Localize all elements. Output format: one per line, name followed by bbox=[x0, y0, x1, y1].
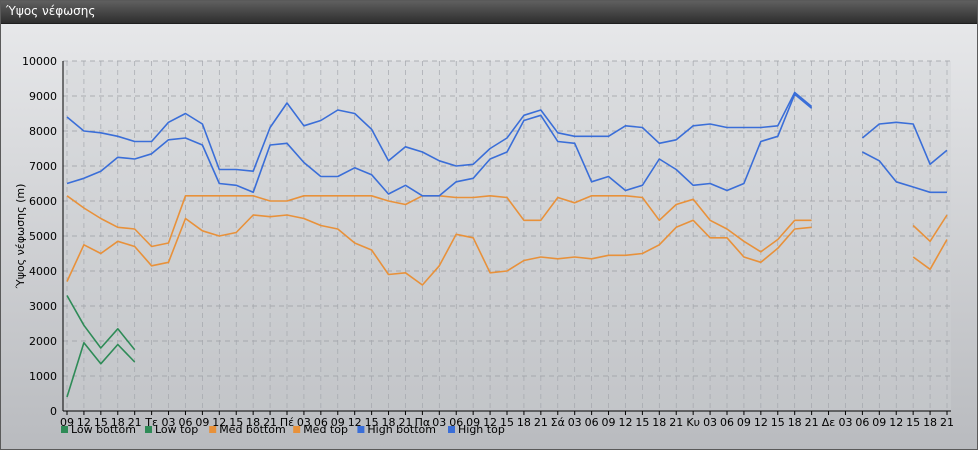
series-line bbox=[66, 295, 136, 351]
y-tick-label: 1000 bbox=[29, 370, 57, 383]
y-tick-label: 7000 bbox=[29, 160, 57, 173]
x-tick-label: 21 bbox=[940, 416, 954, 429]
x-tick-label: 06 bbox=[855, 416, 869, 429]
x-tick-label: Σά bbox=[551, 416, 565, 429]
x-tick-label: 21 bbox=[263, 416, 277, 429]
x-tick-label: 21 bbox=[534, 416, 548, 429]
y-tick-label: 6000 bbox=[29, 195, 57, 208]
axes: 0 1000 2000 3000 4000 5000 6000 7000 8000 9000 100… bbox=[22, 55, 954, 429]
x-tick-label: 15 bbox=[500, 416, 514, 429]
x-tick-label: Τε bbox=[144, 416, 158, 429]
x-tick-label: 12 bbox=[77, 416, 91, 429]
series-line bbox=[861, 121, 948, 166]
x-tick-label: 03 bbox=[162, 416, 176, 429]
x-tick-label: 12 bbox=[483, 416, 497, 429]
series-med-bottom bbox=[66, 214, 948, 286]
legend-label: Low top bbox=[155, 423, 198, 436]
x-tick-label: 21 bbox=[805, 416, 819, 429]
series-line bbox=[66, 214, 812, 286]
x-tick-label: 09 bbox=[60, 416, 74, 429]
x-tick-label: 09 bbox=[872, 416, 886, 429]
legend-swatch bbox=[61, 426, 68, 433]
x-tick-label: 12 bbox=[754, 416, 768, 429]
legend-label: High top bbox=[458, 423, 505, 436]
series-high-top bbox=[66, 91, 948, 172]
series-line bbox=[912, 214, 948, 243]
legend-swatch bbox=[357, 426, 365, 433]
x-tick-label: 09 bbox=[331, 416, 345, 429]
x-tick-label: 18 bbox=[788, 416, 802, 429]
x-tick-label: 15 bbox=[906, 416, 920, 429]
x-tick-label: 09 bbox=[602, 416, 616, 429]
x-tick-label: 03 bbox=[297, 416, 311, 429]
x-tick-label: 06 bbox=[449, 416, 463, 429]
x-tick-label: 18 bbox=[923, 416, 937, 429]
x-tick-label: 21 bbox=[669, 416, 683, 429]
x-tick-label: 18 bbox=[246, 416, 260, 429]
series-line bbox=[66, 93, 813, 197]
x-tick-label: 03 bbox=[568, 416, 582, 429]
series-line bbox=[912, 239, 948, 271]
x-tick-label: Κυ bbox=[686, 416, 700, 429]
y-tick-label: 3000 bbox=[29, 300, 57, 313]
x-tick-label: 12 bbox=[212, 416, 226, 429]
x-tick-label: 06 bbox=[178, 416, 192, 429]
x-tick-label: 15 bbox=[771, 416, 785, 429]
x-tick-label: 18 bbox=[382, 416, 396, 429]
legend-label: Med bottom bbox=[219, 423, 286, 436]
x-tick-label: 18 bbox=[517, 416, 531, 429]
series-high-bottom bbox=[66, 93, 947, 197]
x-tick-label: 09 bbox=[466, 416, 480, 429]
legend-label: High bottom bbox=[367, 423, 436, 436]
y-tick-label: 4000 bbox=[29, 265, 57, 278]
x-tick-label: Δε bbox=[822, 416, 836, 429]
series-low-bottom bbox=[66, 341, 136, 398]
y-tick-label: 9000 bbox=[29, 90, 57, 103]
x-tick-label: 03 bbox=[838, 416, 852, 429]
x-tick-label: 21 bbox=[398, 416, 412, 429]
x-tick-label: 12 bbox=[618, 416, 632, 429]
series-line bbox=[66, 341, 136, 398]
series-line bbox=[862, 151, 947, 194]
y-tick-label: 8000 bbox=[29, 125, 57, 138]
x-tick-label: 12 bbox=[348, 416, 362, 429]
x-tick-label: 09 bbox=[737, 416, 751, 429]
legend-swatch bbox=[293, 426, 301, 433]
y-tick-label: 0 bbox=[50, 405, 57, 418]
window-title: Ύψος νέφωσης bbox=[6, 4, 96, 18]
x-tick-label: Πα bbox=[415, 416, 431, 429]
x-tick-label: 18 bbox=[111, 416, 125, 429]
y-tick-label: 2000 bbox=[29, 335, 57, 348]
x-tick-label: 09 bbox=[195, 416, 209, 429]
x-tick-label: 06 bbox=[314, 416, 328, 429]
legend-label: Low bottom bbox=[71, 423, 136, 436]
legend-swatch bbox=[448, 426, 455, 433]
cloud-height-chart: 0 1000 2000 3000 4000 5000 6000 7000 8000 9000 100… bbox=[14, 55, 954, 436]
x-tick-label: 03 bbox=[703, 416, 717, 429]
legend-label: Med top bbox=[303, 423, 348, 436]
series-group bbox=[66, 91, 948, 398]
x-tick-label: 18 bbox=[652, 416, 666, 429]
y-tick-label: 5000 bbox=[29, 230, 57, 243]
y-tick-label: 10000 bbox=[22, 55, 57, 68]
legend-swatch bbox=[209, 426, 217, 433]
x-tick-label: 06 bbox=[585, 416, 599, 429]
x-tick-label: 15 bbox=[229, 416, 243, 429]
x-tick-label: 21 bbox=[128, 416, 142, 429]
series-line bbox=[66, 91, 813, 172]
x-tick-label: 15 bbox=[635, 416, 649, 429]
x-tick-label: 03 bbox=[432, 416, 446, 429]
x-tick-label: 12 bbox=[889, 416, 903, 429]
legend: Low bottom Low top Med bottom Med top High b… bbox=[61, 423, 505, 436]
x-tick-label: 15 bbox=[94, 416, 108, 429]
x-tick-label: 06 bbox=[720, 416, 734, 429]
y-axis-label: Ύψος νέφωσης (m) bbox=[14, 184, 27, 290]
x-tick-label: 15 bbox=[365, 416, 379, 429]
series-low-top bbox=[66, 295, 136, 351]
grid bbox=[63, 60, 951, 412]
legend-swatch bbox=[145, 426, 152, 433]
window-titlebar: Ύψος νέφωσης bbox=[1, 1, 977, 24]
x-tick-label: Πέ bbox=[280, 416, 294, 429]
